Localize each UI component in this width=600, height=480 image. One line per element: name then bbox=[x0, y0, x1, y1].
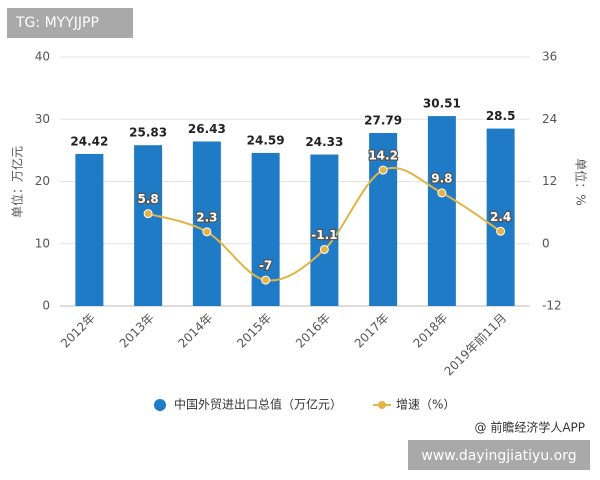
y2-tick-label: 24 bbox=[542, 112, 557, 126]
y-tick-label: 40 bbox=[35, 50, 50, 64]
line-value-label: -7 bbox=[259, 259, 272, 273]
line-point bbox=[378, 165, 388, 175]
bar-value-label: 24.42 bbox=[70, 134, 108, 148]
bar-value-label: 27.79 bbox=[364, 114, 402, 128]
line-value-label: -1.1 bbox=[311, 228, 337, 242]
line-value-label: 2.3 bbox=[196, 210, 217, 224]
bar bbox=[192, 141, 221, 306]
line-point bbox=[319, 244, 329, 254]
bar bbox=[486, 128, 515, 306]
legend-marker bbox=[154, 399, 166, 411]
tag: TG: MYYJJPP bbox=[15, 15, 99, 31]
line-value-label: 14.2 bbox=[368, 149, 398, 163]
bar bbox=[75, 153, 104, 306]
legend-label: 增速（%） bbox=[396, 398, 455, 412]
line-point bbox=[437, 188, 447, 198]
x-tick-label: 2019年前11月 bbox=[441, 310, 509, 378]
legend-label: 中国外贸进出口总值（万亿元） bbox=[174, 397, 342, 412]
x-tick-label: 2015年 bbox=[234, 311, 274, 351]
site: www.dayingjiatiyu.org bbox=[421, 448, 576, 464]
bar-value-label: 25.83 bbox=[129, 126, 167, 140]
x-tick-label: 2012年 bbox=[58, 311, 98, 351]
y-axis-label: 单位：万亿元 bbox=[10, 146, 25, 218]
x-tick-label: 2017年 bbox=[352, 311, 392, 351]
x-tick-label: 2013年 bbox=[117, 311, 157, 351]
site-background bbox=[408, 440, 590, 470]
y2-tick-label: 0 bbox=[542, 236, 550, 250]
bar bbox=[134, 145, 163, 306]
legend-marker bbox=[378, 401, 387, 409]
bar-value-label: 28.5 bbox=[486, 109, 516, 123]
y-tick-label: 0 bbox=[42, 299, 50, 313]
y2-tick-label: 36 bbox=[542, 50, 557, 64]
y2-tick-label: 12 bbox=[542, 174, 557, 188]
x-tick-label: 2018年 bbox=[410, 311, 450, 351]
bar-value-label: 24.33 bbox=[305, 135, 343, 149]
tag-background bbox=[7, 8, 133, 38]
source: @ 前瞻经济学人APP bbox=[475, 420, 586, 435]
x-tick-label: 2016年 bbox=[293, 311, 333, 351]
line-point bbox=[202, 227, 212, 237]
line-value-label: 5.8 bbox=[137, 192, 158, 206]
y2-axis-label: 单位：% bbox=[574, 158, 589, 205]
y-tick-label: 30 bbox=[35, 112, 50, 126]
bar-value-label: 26.43 bbox=[188, 122, 226, 136]
line-point bbox=[496, 226, 506, 236]
y-tick-label: 20 bbox=[35, 174, 50, 188]
line-value-label: 2.4 bbox=[490, 210, 511, 224]
x-tick-label: 2014年 bbox=[175, 311, 215, 351]
y2-tick-label: -12 bbox=[542, 299, 562, 313]
line-value-label: 9.8 bbox=[431, 171, 452, 185]
bar bbox=[427, 116, 456, 306]
bar-value-label: 30.51 bbox=[423, 97, 461, 111]
y-tick-label: 10 bbox=[35, 236, 50, 250]
line-point bbox=[261, 275, 271, 285]
bar-value-label: 24.59 bbox=[247, 133, 285, 147]
line-point bbox=[143, 209, 153, 219]
bar bbox=[369, 133, 398, 306]
bar bbox=[310, 154, 339, 306]
